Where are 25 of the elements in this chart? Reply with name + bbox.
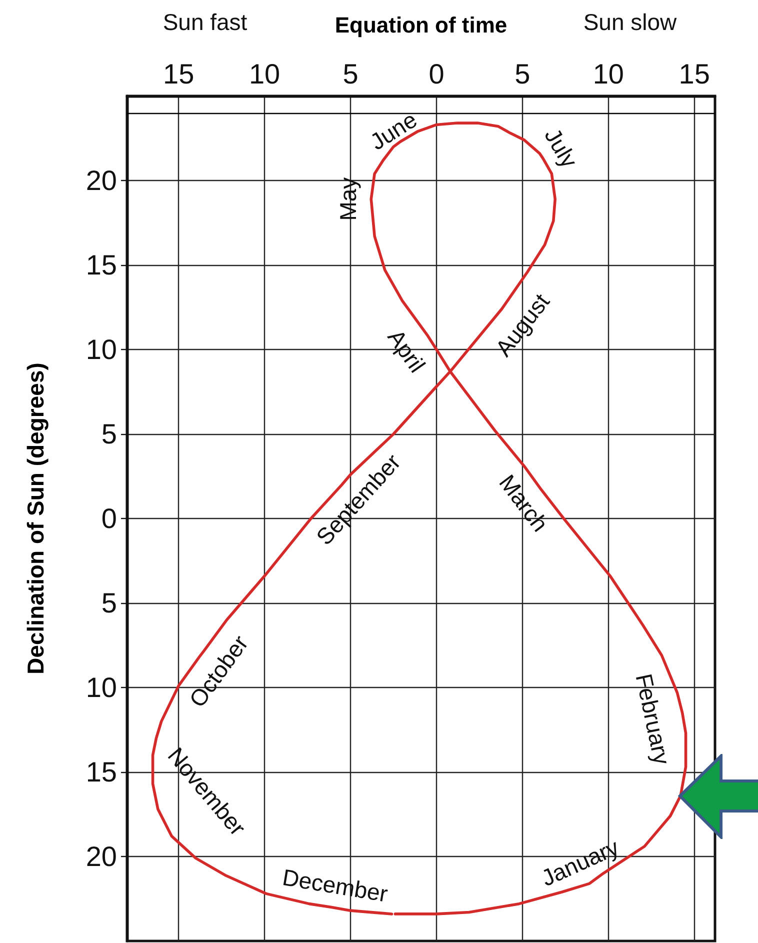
x-tick-label: 10 — [592, 58, 624, 90]
x-tick-label: 5 — [342, 58, 358, 90]
y-tick-label: 20 — [86, 841, 117, 872]
y-tick-label: 10 — [86, 334, 117, 365]
annotation: February — [630, 671, 676, 768]
y-axis-title: Declination of Sun (degrees) — [22, 362, 48, 674]
y-tick-label: 5 — [101, 418, 117, 450]
x-tick-label: 0 — [428, 58, 444, 90]
y-tick-label: 15 — [86, 250, 117, 280]
text: Sun slow — [583, 9, 678, 35]
text: Sun fast — [162, 9, 248, 35]
y-tick-label: 10 — [86, 672, 117, 703]
x-tick-label: 5 — [514, 58, 530, 90]
annotation: May — [335, 176, 362, 221]
x-tick-label: 10 — [248, 58, 280, 90]
annotation: July — [540, 124, 583, 172]
x-tick-label: 15 — [678, 58, 710, 90]
x-axis-title: Equation of time — [334, 12, 508, 38]
y-tick-label: 15 — [86, 756, 117, 788]
y-tick-label: 5 — [101, 588, 117, 618]
y-tick-label: 0 — [101, 503, 117, 534]
y-tick-label: 20 — [86, 165, 117, 196]
annotation: June — [365, 106, 422, 155]
annotation: December — [280, 864, 390, 907]
x-tick-label: 15 — [163, 58, 194, 90]
